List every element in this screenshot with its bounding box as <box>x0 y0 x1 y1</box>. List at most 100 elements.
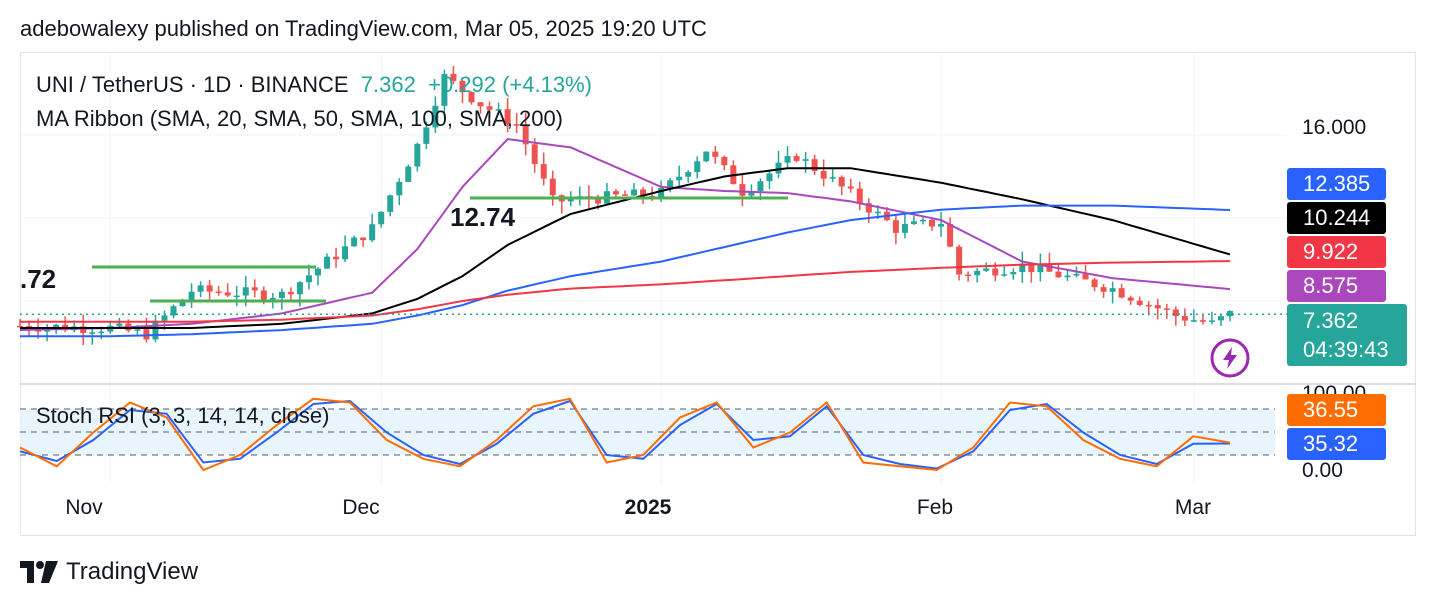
candle-body <box>929 219 936 227</box>
stoch-band <box>20 408 1275 456</box>
candle-body <box>206 285 213 292</box>
candle-body <box>1145 304 1152 307</box>
candle-body <box>224 292 231 296</box>
candle-body <box>116 323 123 326</box>
candle-body <box>324 256 331 269</box>
candle-body <box>1109 288 1116 292</box>
footer[interactable]: TradingView <box>20 558 198 586</box>
stoch-k-line <box>19 397 1231 472</box>
candle-body <box>910 221 917 224</box>
candle-body <box>98 331 105 334</box>
candle-body <box>667 180 674 189</box>
candle-body <box>495 109 502 111</box>
candle-body <box>450 73 457 81</box>
candle-body <box>215 291 222 294</box>
candle-body <box>694 161 701 173</box>
ma-ribbon-legend: MA Ribbon (SMA, 20, SMA, 50, SMA, 100, S… <box>36 106 564 131</box>
candle-body <box>811 159 818 171</box>
candle-body <box>865 203 872 213</box>
candle-body <box>847 186 854 189</box>
change-legend: +0.292 (+4.13%) <box>428 72 592 97</box>
candle-body <box>901 223 908 233</box>
candle-body <box>631 189 638 196</box>
candle-body <box>1073 273 1080 276</box>
candle-body <box>369 224 376 241</box>
candle-body <box>233 295 240 298</box>
candle-body <box>486 106 493 110</box>
candle-body <box>459 80 466 93</box>
candle-body <box>1172 309 1179 316</box>
level-annotation-mid: 12.74 <box>450 202 516 232</box>
candle-body <box>1100 287 1107 292</box>
candle-body <box>152 320 159 340</box>
candle-body <box>387 195 394 212</box>
candle-body <box>1208 320 1215 322</box>
candle-body <box>278 291 285 298</box>
candle-body <box>134 329 141 331</box>
chart-frame[interactable] <box>20 52 1416 536</box>
candle-body <box>378 211 385 225</box>
sma200-price-label: 9.922 <box>1287 236 1386 268</box>
candle-body <box>53 324 60 328</box>
candle-body <box>170 306 177 316</box>
candle-body <box>89 332 96 334</box>
candle-body <box>179 299 186 307</box>
candle-body <box>1199 320 1206 322</box>
stoch-rsi-legend: Stoch RSI (3, 3, 14, 14, close) <box>36 403 330 428</box>
candle-body <box>251 287 258 291</box>
candle-body <box>351 237 358 247</box>
candle-body <box>260 290 267 300</box>
y-tick-stoch-top: 100.00 <box>1302 382 1367 394</box>
candle-body <box>432 105 439 128</box>
candle-body <box>1190 320 1197 322</box>
last-price-value: 7.362 <box>1303 308 1359 333</box>
candle-body <box>974 270 981 276</box>
candle-body <box>703 151 710 162</box>
candle-body <box>1082 273 1089 280</box>
candle-body <box>161 315 168 321</box>
candle-body <box>80 326 87 333</box>
stoch-d-label: 35.32 <box>1287 428 1386 460</box>
candle-body <box>305 275 312 283</box>
publish-header: adebowalexy published on TradingView.com… <box>20 16 707 41</box>
ma-line-sma-200 <box>20 260 1231 323</box>
candle-body <box>1163 308 1170 310</box>
candle-body <box>1046 264 1053 272</box>
x-tick-dec: Dec <box>342 496 380 519</box>
candle-body <box>513 124 520 126</box>
lightning-icon[interactable] <box>1210 338 1250 378</box>
candle-body <box>269 297 276 300</box>
candle-body <box>992 268 999 276</box>
candle-body <box>676 176 683 181</box>
candle-body <box>1217 316 1224 321</box>
ma-lines <box>19 138 1231 338</box>
ma-line-sma-50 <box>20 167 1231 329</box>
symbol-name: UNI / TetherUS · 1D · BINANCE <box>36 72 349 97</box>
candle-body <box>333 256 340 260</box>
candle-body <box>919 219 926 222</box>
candle-body <box>540 164 547 179</box>
candle-body <box>468 92 475 103</box>
x-tick-mar: Mar <box>1174 496 1212 519</box>
sma50-price-label: 10.244 <box>1287 202 1386 234</box>
candle-body <box>947 224 954 247</box>
candle-body <box>1227 311 1233 317</box>
candle-body <box>405 166 412 182</box>
candle-body <box>802 159 809 161</box>
candle-body <box>522 124 529 145</box>
candle-body <box>829 177 836 179</box>
candle-body <box>712 151 719 157</box>
candle-body <box>748 191 755 196</box>
candle-body <box>685 172 692 177</box>
candle-body <box>658 188 665 198</box>
candle-body <box>892 220 899 233</box>
sma100-price-label: 12.385 <box>1287 168 1386 200</box>
candle-body <box>1028 263 1035 273</box>
candle-body <box>143 329 150 340</box>
candle-body <box>314 268 321 276</box>
candle-body <box>1091 279 1098 288</box>
candle-body <box>1019 263 1026 273</box>
stoch-k-label: 36.55 <box>1287 394 1386 426</box>
candle-body <box>983 268 990 271</box>
